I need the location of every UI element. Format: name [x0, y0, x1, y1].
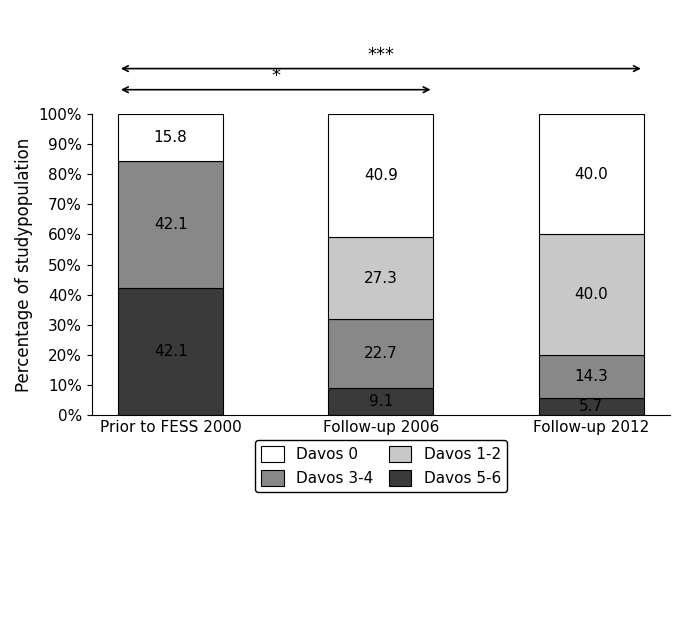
Y-axis label: Percentage of studypopulation: Percentage of studypopulation [15, 137, 33, 392]
Text: 14.3: 14.3 [574, 369, 608, 384]
Legend: Davos 0, Davos 3-4, Davos 1-2, Davos 5-6: Davos 0, Davos 3-4, Davos 1-2, Davos 5-6 [255, 440, 507, 492]
Text: 40.0: 40.0 [574, 167, 608, 182]
Text: 42.1: 42.1 [153, 344, 188, 359]
Text: *: * [271, 67, 280, 85]
Bar [328, 319, 434, 388]
Text: 27.3: 27.3 [364, 271, 398, 286]
Bar [328, 114, 434, 237]
Text: 15.8: 15.8 [153, 130, 188, 145]
Bar [538, 114, 644, 234]
Text: 40.9: 40.9 [364, 168, 398, 183]
Bar [538, 234, 644, 355]
Bar [118, 162, 223, 288]
Text: 5.7: 5.7 [579, 399, 603, 414]
Text: 22.7: 22.7 [364, 346, 398, 361]
Bar [118, 288, 223, 415]
Bar [118, 114, 223, 162]
Bar [328, 388, 434, 415]
Bar [538, 398, 644, 415]
Bar [538, 355, 644, 398]
Text: 40.0: 40.0 [574, 287, 608, 302]
Text: 42.1: 42.1 [153, 218, 188, 232]
Text: ***: *** [367, 46, 395, 64]
Bar [328, 237, 434, 319]
Text: 9.1: 9.1 [369, 394, 393, 409]
